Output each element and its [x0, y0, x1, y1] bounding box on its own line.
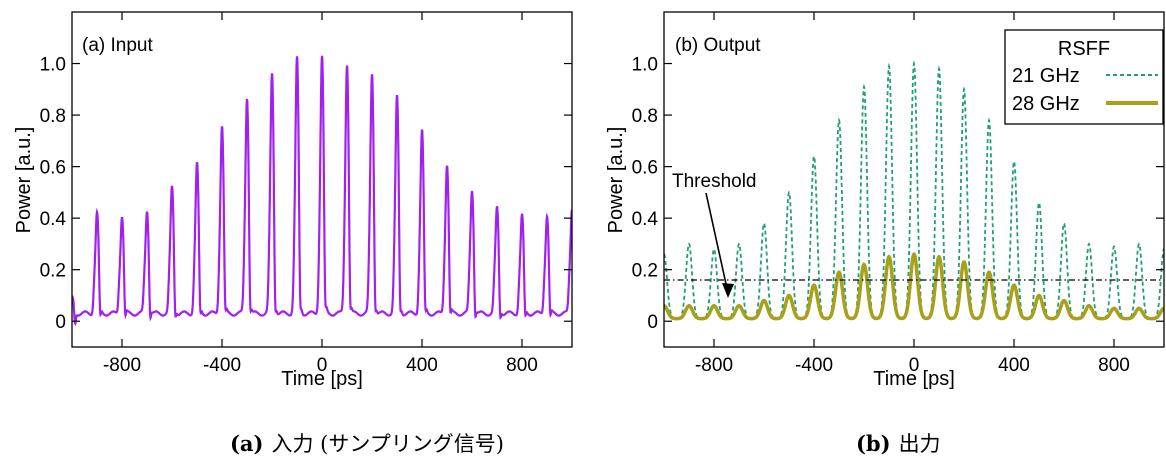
legend-box: [1004, 29, 1164, 125]
panel-b-series-group: [664, 60, 1164, 321]
panel-a-ytick-label: 0.2: [40, 261, 66, 282]
panel-a-xtick-label: -400: [203, 355, 241, 376]
panel-a-xtick-label: 800: [506, 355, 538, 376]
panel-b-xlabel: Time [ps]: [873, 368, 955, 390]
input-series-line: [72, 55, 572, 326]
caption-a-tag: (a): [230, 431, 264, 456]
panel-a-xtick-label: -800: [103, 355, 141, 376]
panel-b-ytick-label: 1.0: [632, 55, 658, 76]
panel-b-ticks: -800 -400 0 400 800 0 0.2 0.4 0.6 0.8 1.0: [632, 12, 1164, 376]
panel-b-ytick-label: 0: [647, 312, 658, 333]
panel-a-ytick-label: 1.0: [40, 55, 66, 76]
panel-b-ytick-label: 0.8: [632, 106, 658, 127]
panel-b-xtick-label: 400: [998, 355, 1030, 376]
threshold-arrow: [705, 192, 734, 298]
panel-b: -800 -400 0 400 800 0 0.2 0.4 0.6 0.8 1.0 (b) Outp…: [605, 11, 1165, 390]
panel-b-ytick-label: 0.6: [632, 158, 658, 179]
panel-a-ylabel: Power [a.u.]: [13, 127, 35, 234]
threshold-label: Threshold: [672, 171, 757, 192]
panel-a-series-group: [72, 55, 572, 326]
caption-b: (b) 出力: [856, 428, 941, 458]
panel-a-ytick-label: 0: [55, 312, 66, 333]
panel-a-xtick-label: 400: [406, 355, 438, 376]
panel-a-ytick-label: 0.8: [40, 106, 66, 127]
caption-a: (a) 入力 (サンプリング信号): [230, 428, 504, 458]
panel-b-xtick-label: 800: [1098, 355, 1130, 376]
series-line-28ghz: [664, 251, 1164, 321]
panel-b-ylabel: Power [a.u.]: [605, 127, 627, 234]
panel-a-ytick-label: 0.6: [40, 158, 66, 179]
panel-a-label: (a) Input: [82, 35, 153, 56]
panel-b-ytick-label: 0.2: [632, 261, 658, 282]
panel-a-ticks: -800 -400 0 400 800 0 0.2 0.4 0.6 0.8 1.0: [40, 12, 572, 376]
legend: RSFF 21 GHz 28 GHz: [1004, 29, 1164, 125]
legend-title: RSFF: [1058, 38, 1110, 60]
panel-a-ytick-label: 0.4: [40, 209, 67, 230]
caption-a-text: 入力 (サンプリング信号): [271, 432, 504, 456]
input-plot-marks: [72, 55, 572, 326]
panel-b-ytick-label: 0.4: [632, 209, 659, 230]
legend-label-21ghz: 21 GHz: [1012, 65, 1080, 87]
panel-b-label: (b) Output: [675, 35, 761, 56]
panel-b-xtick-label: -400: [795, 355, 833, 376]
caption-b-text: 出力: [898, 432, 941, 456]
output-plot-marks: [664, 60, 1164, 321]
legend-label-28ghz: 28 GHz: [1012, 93, 1080, 115]
panel-b-xtick-label: 0: [909, 355, 920, 376]
panel-a: -800 -400 0 400 800 0 0.2 0.4 0.6 0.8 1.0 (a) Inpu…: [13, 11, 573, 390]
panel-b-xtick-label: -800: [695, 355, 733, 376]
caption-b-tag: (b): [856, 431, 891, 456]
panel-a-xlabel: Time [ps]: [281, 368, 363, 390]
panel-a-xtick-label: 0: [317, 355, 328, 376]
